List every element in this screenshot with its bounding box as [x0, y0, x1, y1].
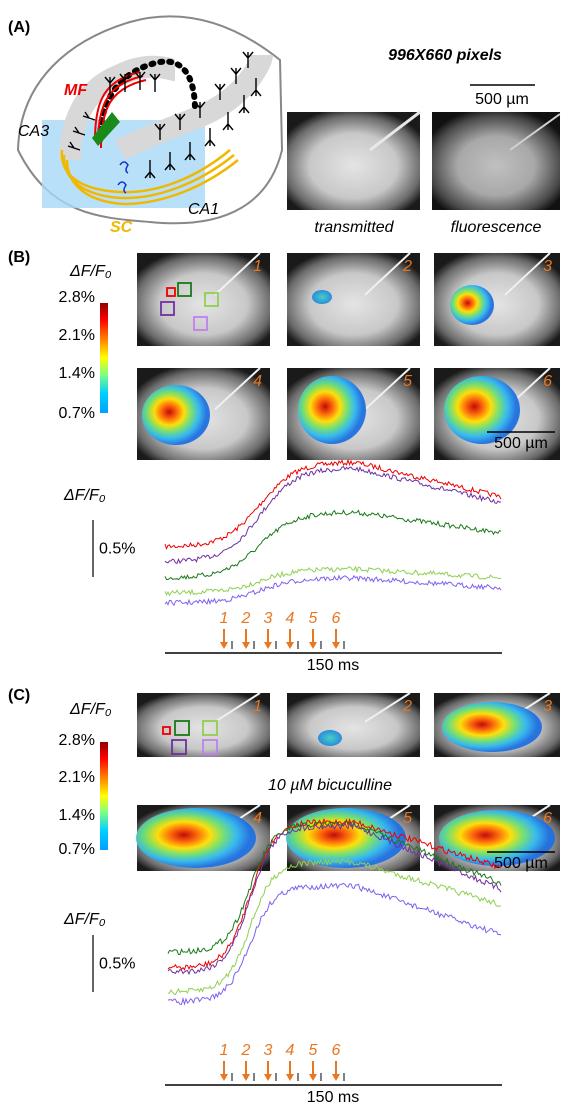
- activity-map: [318, 730, 342, 746]
- frame-number: 1: [253, 258, 262, 275]
- scale-bar-label: 500 µm: [475, 91, 529, 108]
- amplitude-label: 0.5%: [99, 956, 135, 973]
- activity-map: [136, 808, 256, 868]
- colorbar-title: ΔF/F₀: [69, 701, 112, 718]
- amplitude-label: 0.5%: [99, 541, 135, 558]
- region-label: SC: [110, 219, 133, 236]
- image-size: 996X660 pixels: [388, 47, 502, 64]
- frame-image: [137, 253, 270, 346]
- trace: [165, 510, 501, 579]
- colorbar-tick-label: 1.4%: [59, 365, 95, 382]
- trace: [165, 567, 501, 596]
- activity-map: [444, 376, 520, 444]
- colorbar-tick-label: 1.4%: [59, 807, 95, 824]
- frame-marker: 4: [286, 610, 295, 627]
- trace-y-label: ΔF/F₀: [63, 487, 106, 504]
- frame-marker: 4: [286, 1042, 295, 1059]
- activity-map: [312, 290, 332, 304]
- marker-arrowhead: [220, 1074, 228, 1081]
- colorbar-tick-label: 0.7%: [59, 405, 95, 422]
- frame-image: [287, 253, 420, 346]
- activity-map: [442, 702, 542, 752]
- activity-map: [142, 385, 210, 445]
- trace: [168, 859, 501, 994]
- panel-label: (A): [8, 19, 30, 36]
- frame-marker: 2: [241, 610, 251, 627]
- marker-arrowhead: [309, 642, 317, 649]
- frame-marker: 2: [241, 1042, 251, 1059]
- region-label: MF: [64, 82, 88, 99]
- marker-arrowhead: [264, 1074, 272, 1081]
- frame-marker: 5: [309, 610, 318, 627]
- frame-number: 2: [402, 698, 412, 715]
- frame-number: 6: [543, 373, 552, 390]
- image-caption: transmitted: [314, 219, 394, 236]
- marker-arrowhead: [286, 642, 294, 649]
- colorbar-tick-label: 0.7%: [59, 841, 95, 858]
- marker-arrowhead: [332, 642, 340, 649]
- frame-number: 4: [253, 373, 262, 390]
- condition: 10 µM bicuculline: [268, 777, 392, 794]
- frame-number: 3: [543, 258, 552, 275]
- frame-marker: 6: [332, 610, 341, 627]
- frame-marker: 6: [332, 1042, 341, 1059]
- region-label: CA1: [188, 201, 219, 218]
- colorbar-tick-label: 2.1%: [59, 769, 95, 786]
- scale-bar-label: 500 µm: [494, 855, 548, 872]
- frame-marker: 1: [220, 1042, 229, 1059]
- colorbar: [100, 303, 108, 413]
- frame-number: 5: [403, 373, 412, 390]
- colorbar-tick-label: 2.8%: [59, 732, 95, 749]
- marker-arrowhead: [309, 1074, 317, 1081]
- marker-arrowhead: [242, 642, 250, 649]
- marker-arrowhead: [286, 1074, 294, 1081]
- marker-arrowhead: [220, 642, 228, 649]
- frame-marker: 1: [220, 610, 229, 627]
- image-caption: fluorescence: [451, 219, 542, 236]
- marker-arrowhead: [264, 642, 272, 649]
- activity-map: [298, 376, 366, 444]
- frame-marker: 5: [309, 1042, 318, 1059]
- region-label: CA3: [18, 123, 49, 140]
- trace: [165, 460, 501, 548]
- time-bar-label: 150 ms: [307, 1089, 359, 1105]
- frame-marker: 3: [264, 610, 273, 627]
- figure: (A) MF CA3 SC CA1 996X660 pixels 500 µm transmi…: [0, 0, 569, 1105]
- frame-number: 1: [253, 698, 262, 715]
- trace-y-label: ΔF/F₀: [63, 911, 106, 928]
- frame-number: 3: [543, 698, 552, 715]
- frame-marker: 3: [264, 1042, 273, 1059]
- frame-image: [287, 693, 420, 757]
- panel-label: (C): [8, 687, 30, 704]
- frame-number: 4: [253, 810, 262, 827]
- trace: [165, 576, 501, 605]
- frame-number: 2: [402, 258, 412, 275]
- colorbar-tick-label: 2.8%: [59, 289, 95, 306]
- trace: [168, 883, 501, 1004]
- colorbar-title: ΔF/F₀: [69, 263, 112, 280]
- time-bar-label: 150 ms: [307, 657, 359, 674]
- panel-label: (B): [8, 249, 30, 266]
- colorbar-tick-label: 2.1%: [59, 327, 95, 344]
- marker-arrowhead: [332, 1074, 340, 1081]
- scale-bar-label: 500 µm: [494, 435, 548, 452]
- activity-map: [450, 285, 494, 325]
- frame-number: 5: [403, 810, 412, 827]
- marker-arrowhead: [242, 1074, 250, 1081]
- colorbar: [100, 742, 108, 850]
- trace: [165, 467, 501, 564]
- frame-number: 6: [543, 810, 552, 827]
